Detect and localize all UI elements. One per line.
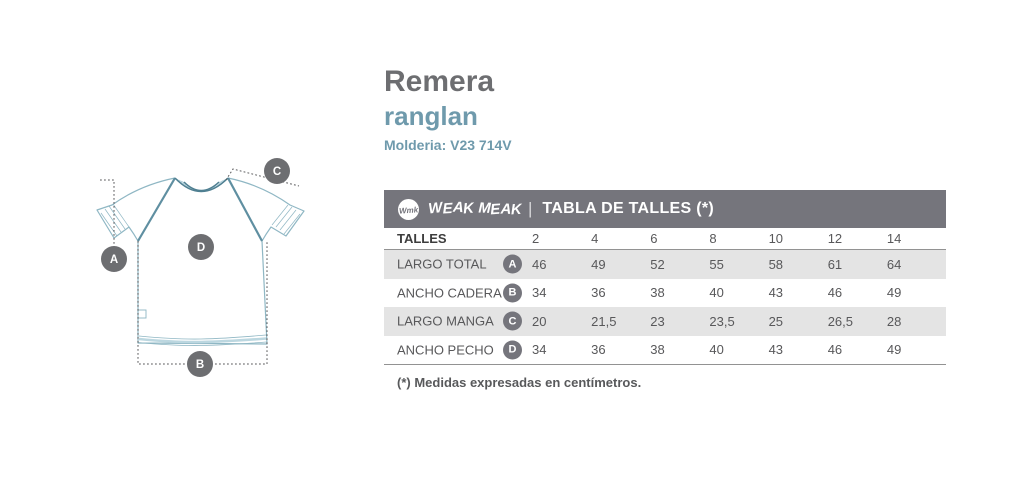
svg-text:B: B: [196, 359, 204, 371]
svg-text:WEAK MEAK: WEAK MEAK: [428, 199, 523, 218]
svg-text:Wmk: Wmk: [399, 205, 419, 215]
svg-text:D: D: [197, 242, 205, 254]
svg-text:A: A: [110, 254, 118, 266]
svg-text:C: C: [273, 166, 281, 178]
